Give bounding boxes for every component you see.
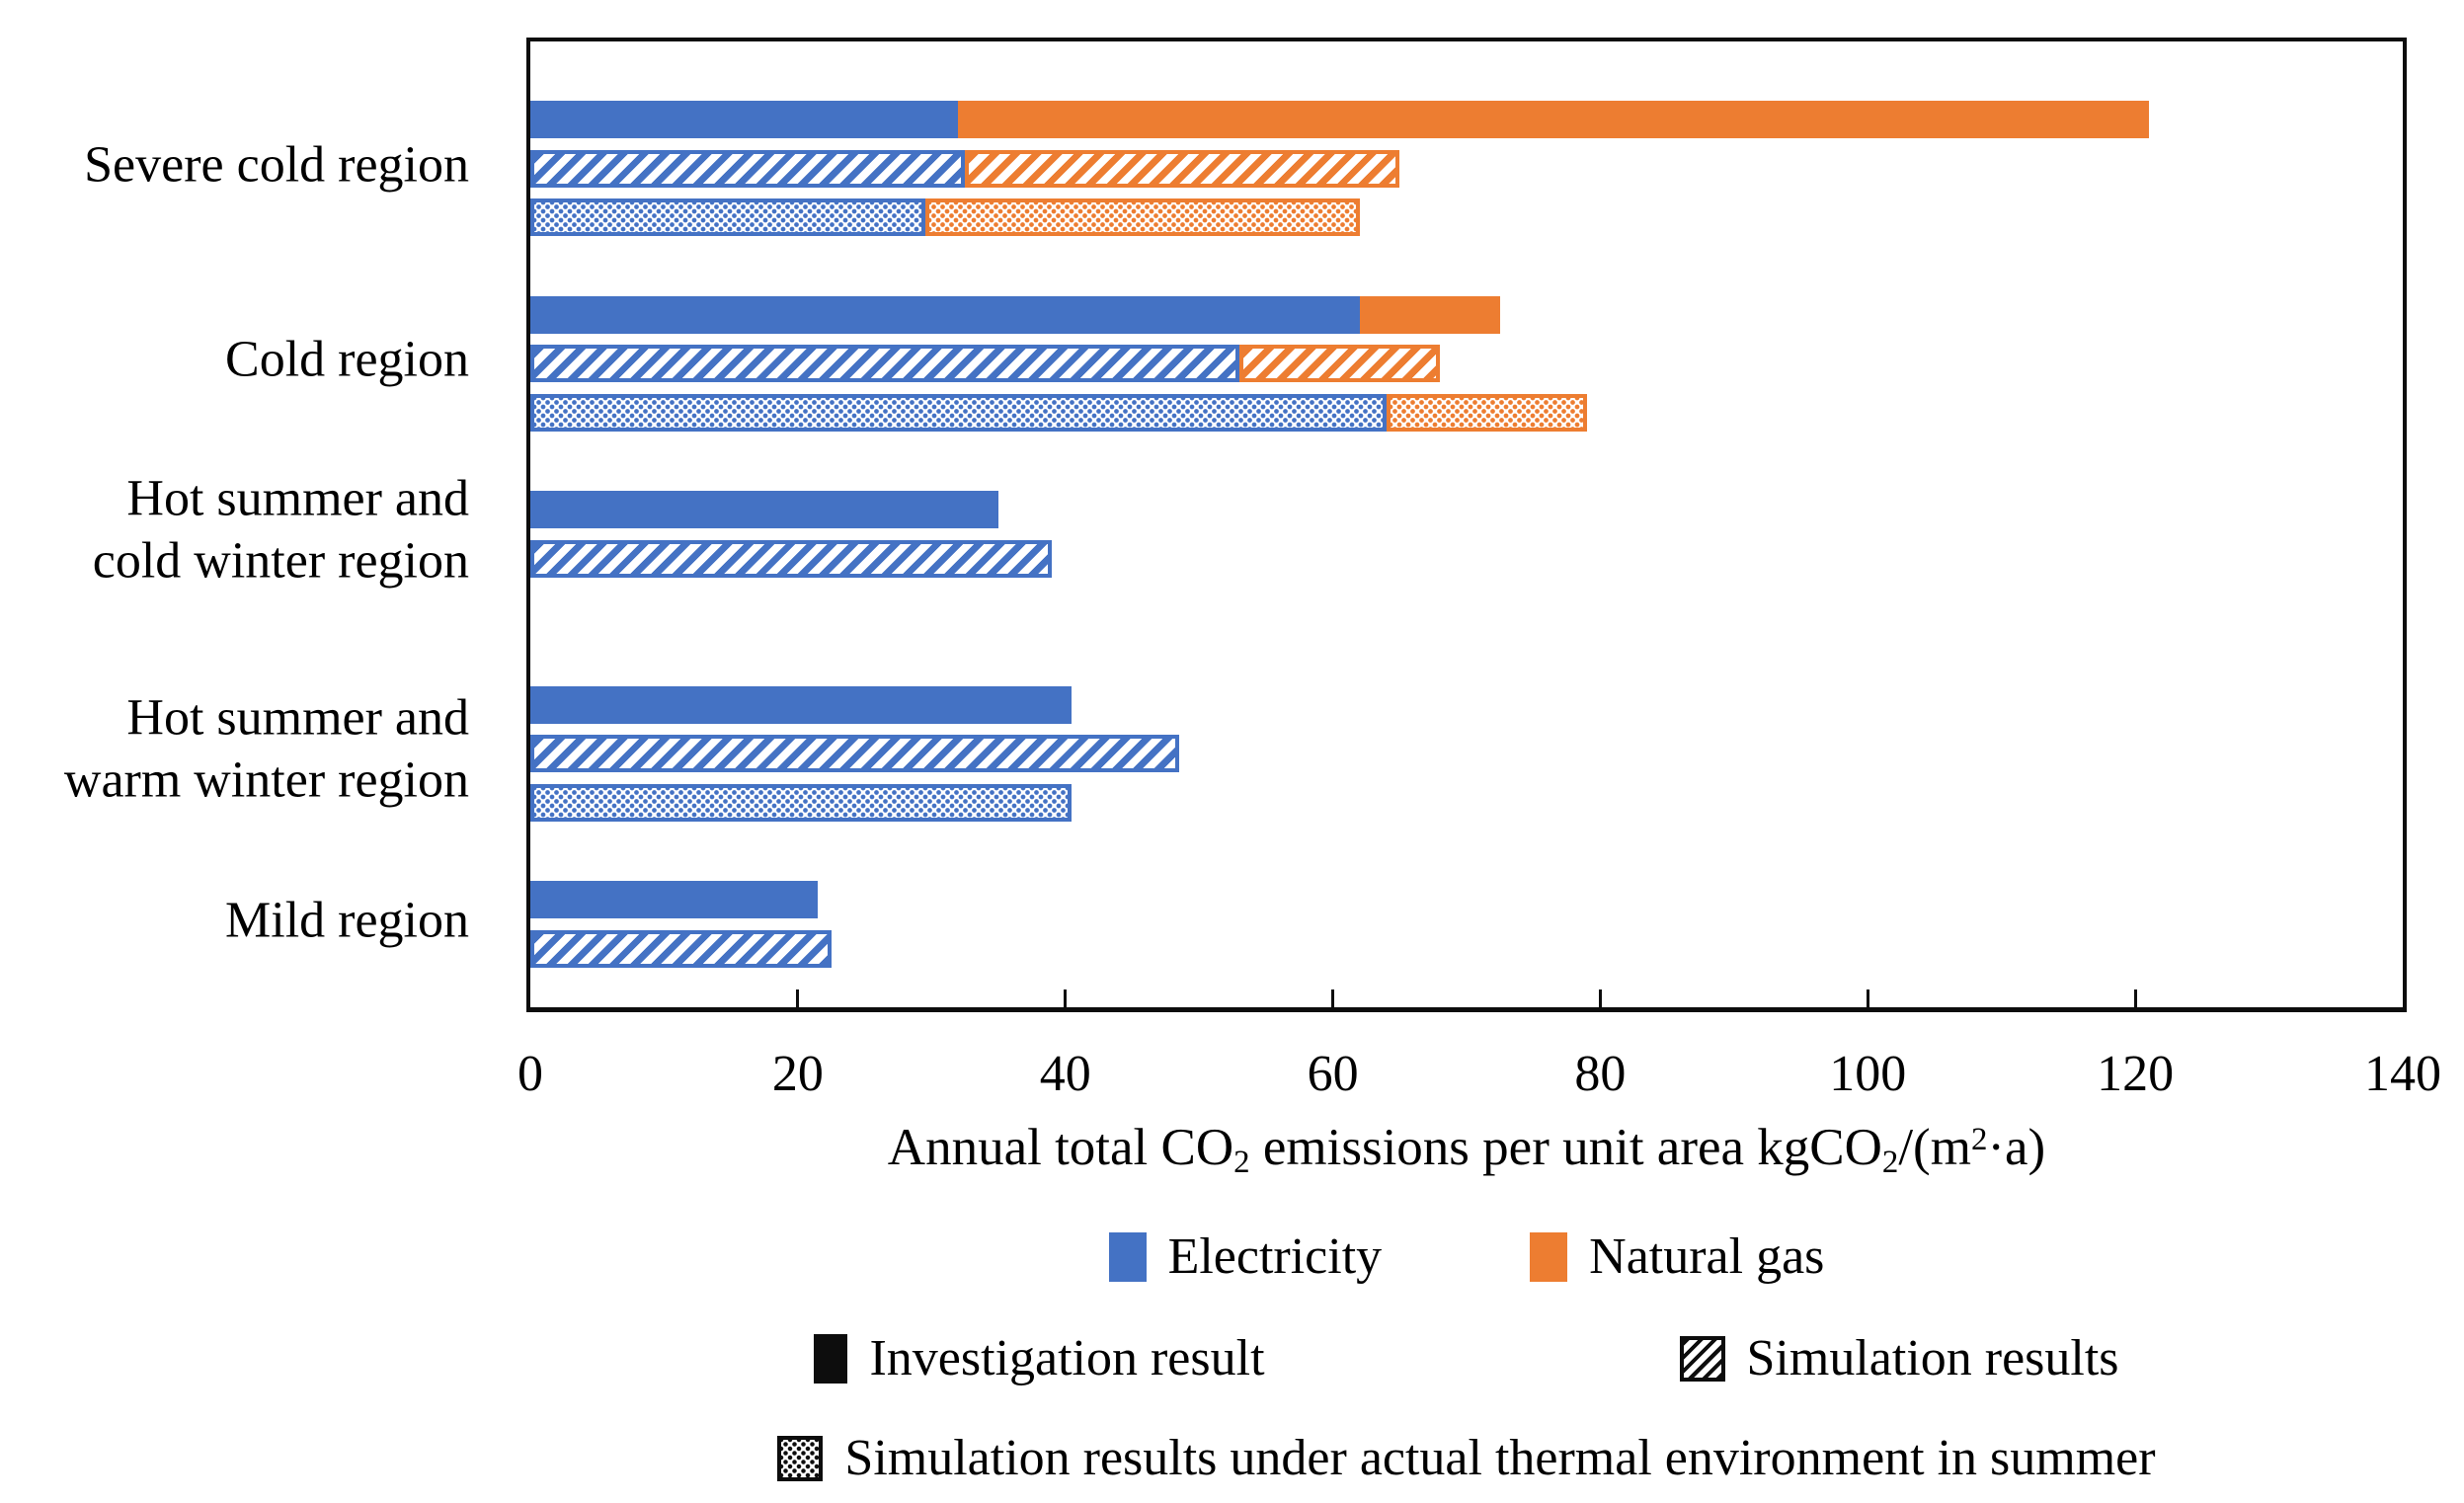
natural-gas-swatch-icon xyxy=(1530,1231,1568,1282)
x-axis-title-part: ·a) xyxy=(1987,1119,2046,1176)
plot-area xyxy=(526,38,2407,1012)
y-axis-category-labels: Severe cold region Cold region Hot summer … xyxy=(0,0,497,1012)
bar-cold-investigation xyxy=(530,295,1500,334)
simulation-hatch-swatch-icon xyxy=(1679,1335,1725,1382)
category-label-hot-summer-warm-winter: Hot summer and warm winter region xyxy=(0,687,469,813)
category-label-cold: Cold region xyxy=(0,328,469,390)
category-label-line: Hot summer and xyxy=(126,689,469,747)
x-axis-tick-80 xyxy=(1598,989,1602,1007)
bar-severe-cold-investigation xyxy=(530,101,2149,138)
bar-hot-summer-warm-winter-simulation xyxy=(530,735,1179,772)
simulation-actual-dots-swatch-icon xyxy=(777,1435,824,1481)
bar-hot-summer-warm-winter-simulation-actual-summer xyxy=(530,783,1073,822)
segment-electricity xyxy=(530,685,1073,724)
segment-electricity xyxy=(530,393,1387,432)
bar-hot-summer-warm-winter-investigation xyxy=(530,685,1073,724)
segment-natural-gas xyxy=(1238,345,1440,382)
category-label-line: Severe cold region xyxy=(84,135,469,193)
x-axis-title: Annual total CO2 emissions per unit area… xyxy=(526,1118,2407,1182)
bar-severe-cold-simulation xyxy=(530,149,1400,188)
x-tick-label-100: 100 xyxy=(1829,1046,1907,1102)
segment-natural-gas xyxy=(958,101,2149,138)
x-axis-title-part: emissions per unit area kgCO xyxy=(1249,1119,1882,1176)
bar-mild-investigation xyxy=(530,881,819,918)
x-axis-tick-60 xyxy=(1331,989,1335,1007)
x-tick-label-60: 60 xyxy=(1307,1046,1359,1102)
x-axis-tick-100 xyxy=(1866,989,1869,1007)
legend-item-investigation: Investigation result xyxy=(814,1329,1265,1387)
electricity-swatch-icon xyxy=(1108,1231,1147,1282)
segment-electricity xyxy=(530,929,832,968)
segment-electricity xyxy=(530,881,819,918)
category-label-line: cold winter region xyxy=(92,532,469,590)
legend-row-fuel: Electricity Natural gas xyxy=(526,1227,2407,1286)
segment-natural-gas xyxy=(965,149,1400,188)
x-axis-title-part: /(m xyxy=(1898,1119,1971,1176)
bar-hot-summer-cold-winter-investigation xyxy=(530,491,998,528)
legend-label-simulation: Simulation results xyxy=(1746,1330,2119,1386)
x-tick-label-20: 20 xyxy=(771,1046,824,1102)
legend: Electricity Natural gas Investigation re… xyxy=(526,1227,2407,1487)
category-label-mild: Mild region xyxy=(0,889,469,951)
category-label-line: Hot summer and xyxy=(126,470,469,527)
x-axis-title-part: 2 xyxy=(1970,1122,1988,1158)
bar-cold-simulation xyxy=(530,345,1440,382)
bar-cold-simulation-actual-summer xyxy=(530,393,1587,432)
x-tick-label-0: 0 xyxy=(517,1046,543,1102)
x-tick-label-120: 120 xyxy=(2097,1046,2175,1102)
x-axis-tick-120 xyxy=(2133,989,2137,1007)
segment-electricity xyxy=(530,149,966,188)
legend-item-simulation: Simulation results xyxy=(1679,1329,2119,1387)
bar-severe-cold-simulation-actual-summer xyxy=(530,198,1360,236)
x-axis-tick-40 xyxy=(1064,989,1068,1007)
x-tick-label-40: 40 xyxy=(1039,1046,1091,1102)
category-label-hot-summer-cold-winter: Hot summer and cold winter region xyxy=(0,467,469,593)
segment-electricity xyxy=(530,345,1239,382)
x-tick-label-140: 140 xyxy=(2364,1046,2441,1102)
x-axis-title-part: 2 xyxy=(1233,1145,1250,1181)
segment-electricity xyxy=(530,539,1053,578)
x-axis-title-part: Annual total CO xyxy=(887,1119,1234,1176)
category-label-severe-cold: Severe cold region xyxy=(0,133,469,196)
investigation-swatch-icon xyxy=(814,1333,848,1384)
segment-electricity xyxy=(530,783,1073,822)
legend-row-simulation-actual: Simulation results under actual thermal … xyxy=(526,1429,2407,1487)
segment-electricity xyxy=(530,735,1179,772)
legend-label-natural-gas: Natural gas xyxy=(1589,1228,1825,1285)
x-axis-tick-20 xyxy=(796,989,800,1007)
segment-electricity xyxy=(530,491,998,528)
legend-item-natural-gas: Natural gas xyxy=(1530,1227,1824,1286)
legend-label-investigation: Investigation result xyxy=(869,1330,1265,1386)
segment-natural-gas xyxy=(1386,393,1587,432)
bar-mild-simulation xyxy=(530,929,832,968)
category-label-line: warm winter region xyxy=(63,752,469,809)
legend-label-electricity: Electricity xyxy=(1167,1228,1383,1285)
segment-natural-gas xyxy=(924,198,1360,236)
legend-item-simulation-actual: Simulation results under actual thermal … xyxy=(777,1429,2156,1487)
x-tick-label-80: 80 xyxy=(1574,1046,1627,1102)
legend-label-simulation-actual: Simulation results under actual thermal … xyxy=(844,1430,2156,1486)
legend-row-result-type: Investigation result Simulation results xyxy=(526,1329,2407,1387)
segment-electricity xyxy=(530,295,1360,334)
legend-item-electricity: Electricity xyxy=(1108,1227,1383,1286)
category-label-line: Mild region xyxy=(225,892,469,949)
category-label-line: Cold region xyxy=(225,331,469,388)
x-axis-title-part: 2 xyxy=(1881,1145,1899,1181)
segment-electricity xyxy=(530,198,925,236)
segment-electricity xyxy=(530,101,959,138)
bar-hot-summer-cold-winter-simulation xyxy=(530,539,1053,578)
segment-natural-gas xyxy=(1359,295,1500,334)
